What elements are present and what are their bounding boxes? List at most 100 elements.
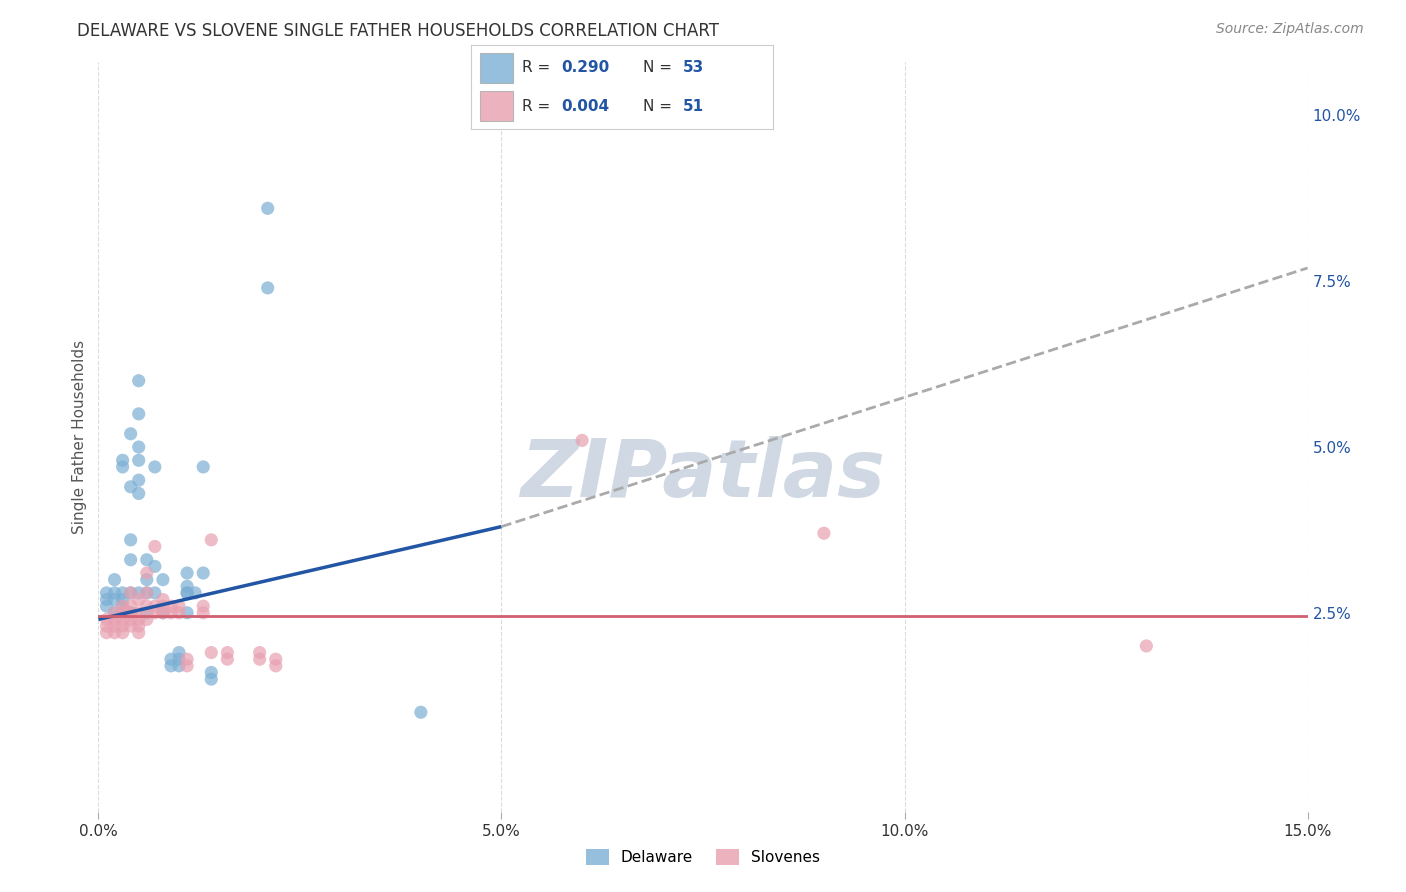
Text: 53: 53 xyxy=(683,60,704,75)
Point xyxy=(128,440,150,454)
Point xyxy=(111,625,134,640)
Point xyxy=(103,573,125,587)
Point xyxy=(128,407,150,421)
Point xyxy=(103,619,125,633)
Point xyxy=(103,586,125,600)
Point xyxy=(409,705,432,719)
Point xyxy=(176,658,198,673)
Point xyxy=(128,586,150,600)
Text: R =: R = xyxy=(523,60,555,75)
Point xyxy=(176,586,198,600)
Point xyxy=(103,592,125,607)
Point xyxy=(200,646,222,660)
Point xyxy=(167,606,190,620)
Point xyxy=(135,599,157,614)
Text: ZIPatlas: ZIPatlas xyxy=(520,435,886,514)
Point xyxy=(571,434,593,448)
Point xyxy=(160,658,183,673)
Point xyxy=(103,606,125,620)
Point xyxy=(128,606,150,620)
Point xyxy=(143,586,166,600)
Point xyxy=(96,625,118,640)
Text: DELAWARE VS SLOVENE SINGLE FATHER HOUSEHOLDS CORRELATION CHART: DELAWARE VS SLOVENE SINGLE FATHER HOUSEH… xyxy=(77,22,720,40)
Point xyxy=(176,579,198,593)
Point xyxy=(128,592,150,607)
Point xyxy=(96,599,118,614)
Point xyxy=(120,426,142,441)
Point xyxy=(143,459,166,474)
Point xyxy=(135,586,157,600)
Point xyxy=(111,592,134,607)
Point xyxy=(103,606,125,620)
Point xyxy=(128,612,150,626)
Point xyxy=(111,586,134,600)
Text: 0.004: 0.004 xyxy=(562,99,610,114)
Point xyxy=(143,606,166,620)
Point xyxy=(160,599,183,614)
Point xyxy=(128,453,150,467)
Point xyxy=(160,606,183,620)
Point xyxy=(193,459,215,474)
Point xyxy=(111,599,134,614)
Point xyxy=(256,202,278,216)
Point xyxy=(135,612,157,626)
Point xyxy=(111,453,134,467)
Legend: Delaware, Slovenes: Delaware, Slovenes xyxy=(579,843,827,871)
Point xyxy=(193,566,215,580)
Point xyxy=(96,586,118,600)
Point xyxy=(111,612,134,626)
Point xyxy=(128,619,150,633)
Point xyxy=(135,573,157,587)
Point xyxy=(249,646,271,660)
Point xyxy=(249,652,271,666)
Point xyxy=(152,606,174,620)
Point xyxy=(152,599,174,614)
Point xyxy=(120,553,142,567)
Point xyxy=(96,592,118,607)
Point xyxy=(103,625,125,640)
Text: N =: N = xyxy=(644,60,678,75)
Point xyxy=(193,606,215,620)
Point xyxy=(111,619,134,633)
Point xyxy=(120,480,142,494)
Point xyxy=(152,573,174,587)
Point xyxy=(120,606,142,620)
Point xyxy=(167,652,190,666)
Point xyxy=(120,619,142,633)
Point xyxy=(264,652,287,666)
Point xyxy=(143,559,166,574)
Point xyxy=(111,606,134,620)
Text: 0.290: 0.290 xyxy=(562,60,610,75)
Text: 51: 51 xyxy=(683,99,704,114)
FancyBboxPatch shape xyxy=(479,54,513,83)
Point xyxy=(176,586,198,600)
Point xyxy=(135,606,157,620)
Point xyxy=(120,586,142,600)
Point xyxy=(1135,639,1157,653)
Point xyxy=(152,606,174,620)
Point xyxy=(176,652,198,666)
Point xyxy=(176,566,198,580)
Point xyxy=(96,612,118,626)
Point xyxy=(176,606,198,620)
Point xyxy=(96,619,118,633)
Text: R =: R = xyxy=(523,99,555,114)
Text: N =: N = xyxy=(644,99,678,114)
Point xyxy=(128,374,150,388)
FancyBboxPatch shape xyxy=(479,91,513,120)
Point xyxy=(217,646,239,660)
Point xyxy=(167,658,190,673)
Y-axis label: Single Father Households: Single Father Households xyxy=(72,340,87,534)
Point xyxy=(135,586,157,600)
Point xyxy=(167,599,190,614)
Point xyxy=(143,599,166,614)
Point xyxy=(103,612,125,626)
Point xyxy=(111,606,134,620)
Point xyxy=(264,658,287,673)
Point xyxy=(160,652,183,666)
Point xyxy=(135,553,157,567)
Point xyxy=(120,599,142,614)
Point xyxy=(813,526,835,541)
Point xyxy=(200,533,222,547)
Point xyxy=(200,665,222,680)
